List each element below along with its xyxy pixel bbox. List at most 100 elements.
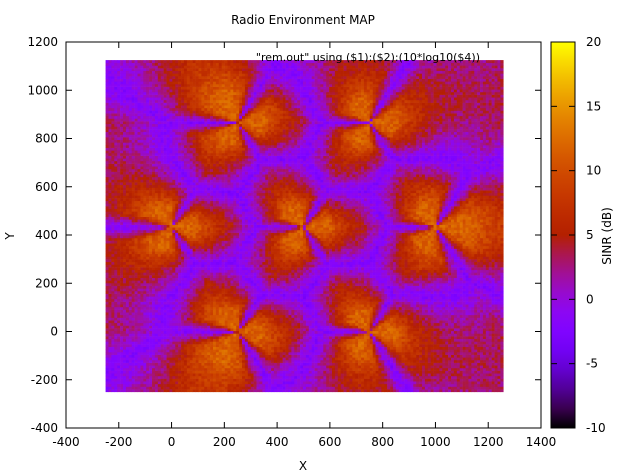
heatmap-cell — [349, 333, 353, 337]
heatmap-cell — [160, 381, 164, 385]
heatmap-cell — [276, 293, 281, 297]
heatmap-cell — [323, 304, 327, 308]
heatmap-cell — [497, 373, 501, 377]
heatmap-cell — [125, 362, 130, 366]
heatmap-cell — [456, 365, 461, 369]
heatmap-cell — [384, 325, 388, 329]
heatmap-cell — [172, 344, 176, 347]
heatmap-cell — [152, 341, 156, 345]
heatmap-cell — [497, 346, 501, 350]
heatmap-cell — [337, 333, 342, 337]
heatmap-cell — [154, 389, 159, 393]
heatmap-cell — [311, 317, 315, 321]
heatmap-cell — [337, 325, 342, 329]
heatmap-cell — [317, 296, 321, 300]
heatmap-cell — [186, 357, 191, 361]
heatmap-cell — [282, 386, 286, 390]
heatmap-cell — [236, 341, 240, 345]
heatmap-cell — [166, 362, 170, 366]
heatmap-cell — [105, 330, 109, 334]
heatmap-cell — [204, 322, 208, 326]
heatmap-cell — [334, 375, 339, 379]
heatmap-cell — [268, 293, 272, 297]
heatmap-cell — [262, 383, 266, 387]
heatmap-cell — [314, 298, 318, 302]
heatmap-cell — [166, 320, 170, 324]
heatmap-cell — [120, 346, 124, 350]
heatmap-cell — [268, 333, 272, 337]
heatmap-cell — [204, 301, 208, 305]
heatmap-cell — [442, 341, 446, 345]
heatmap-cell — [352, 349, 356, 353]
heatmap-cell — [433, 370, 437, 374]
heatmap-cell — [378, 320, 382, 324]
heatmap-cell — [343, 325, 347, 329]
heatmap-cell — [169, 367, 173, 371]
heatmap-cell — [349, 359, 353, 363]
heatmap-cell — [233, 304, 237, 308]
heatmap-cell — [294, 341, 298, 345]
heatmap-cell — [152, 352, 156, 355]
heatmap-cell — [198, 344, 202, 347]
heatmap-cell — [395, 362, 400, 366]
heatmap-cell — [395, 359, 400, 363]
heatmap-cell — [390, 317, 394, 321]
heatmap-cell — [221, 328, 225, 332]
heatmap-cell — [363, 325, 368, 329]
heatmap-cell — [230, 293, 234, 297]
heatmap-cell — [262, 298, 266, 302]
heatmap-cell — [340, 383, 344, 387]
heatmap-cell — [265, 296, 269, 300]
heatmap-cell — [340, 381, 344, 385]
heatmap-cell — [358, 341, 362, 345]
heatmap-cell — [166, 301, 170, 305]
heatmap-cell — [453, 359, 458, 363]
heatmap-cell — [256, 309, 260, 313]
heatmap-cell — [317, 328, 321, 332]
heatmap-cell — [300, 375, 304, 379]
heatmap-cell — [117, 306, 121, 310]
heatmap-cell — [195, 370, 199, 374]
heatmap-cell — [442, 317, 446, 321]
heatmap-cell — [210, 378, 214, 382]
heatmap-cell — [285, 309, 289, 313]
heatmap-cell — [314, 341, 318, 345]
heatmap-cell — [378, 298, 382, 302]
heatmap-cell — [433, 365, 437, 369]
heatmap-cell — [227, 338, 231, 342]
heatmap-cell — [340, 338, 344, 342]
heatmap-cell — [300, 301, 304, 305]
heatmap-cell — [395, 373, 400, 377]
heatmap-cell — [326, 383, 330, 387]
heatmap-cell — [256, 359, 260, 363]
heatmap-cell — [392, 367, 397, 371]
heatmap-cell — [334, 362, 339, 366]
heatmap-cell — [433, 304, 437, 308]
heatmap-cell — [340, 298, 344, 302]
heatmap-cell — [204, 349, 208, 353]
heatmap-cell — [201, 296, 205, 300]
heatmap-cell — [358, 322, 362, 326]
heatmap-cell — [227, 367, 231, 371]
heatmap-cell — [207, 293, 211, 297]
heatmap-cell — [349, 367, 353, 371]
heatmap-cell — [212, 373, 217, 377]
heatmap-cell — [346, 317, 350, 321]
heatmap-cell — [427, 298, 431, 302]
heatmap-cell — [143, 349, 147, 353]
heatmap-cell — [114, 336, 118, 340]
heatmap-cell — [140, 346, 144, 350]
heatmap-cell — [169, 375, 173, 379]
heatmap-cell — [131, 381, 135, 385]
heatmap-cell — [163, 378, 167, 382]
heatmap-cell — [358, 314, 362, 318]
heatmap-cell — [297, 370, 301, 374]
heatmap-cell — [178, 373, 182, 377]
heatmap-cell — [317, 370, 321, 374]
heatmap-cell — [192, 346, 196, 350]
heatmap-cell — [250, 320, 254, 324]
heatmap-cell — [329, 301, 333, 305]
heatmap-cell — [366, 370, 371, 374]
heatmap-cell — [453, 365, 458, 369]
heatmap-cell — [451, 357, 455, 361]
